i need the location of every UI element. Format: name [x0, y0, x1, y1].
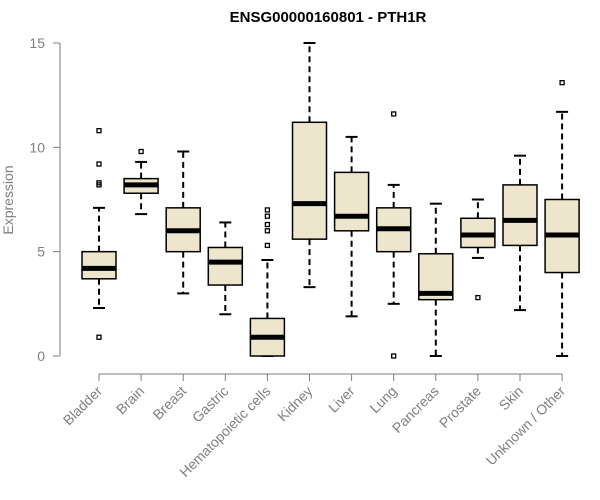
box-group [544, 79, 580, 357]
iqr-box [333, 171, 370, 232]
box-group [502, 154, 538, 312]
x-tick-label: Breast [149, 383, 189, 423]
outlier-point [391, 353, 397, 359]
chart-title: ENSG00000160801 - PTH1R [230, 9, 427, 26]
box-group [249, 207, 286, 357]
iqr-box [502, 184, 538, 247]
box-group [123, 148, 159, 216]
y-tick-label: 10 [29, 139, 45, 155]
iqr-box [207, 246, 244, 286]
box-group [81, 127, 117, 340]
x-tick-label: Prostate [436, 383, 484, 431]
outlier-point [264, 213, 271, 219]
y-tick-label: 15 [29, 35, 45, 51]
x-tick-label: Bladder [60, 383, 106, 429]
iqr-box [81, 250, 117, 280]
outlier-point [264, 228, 271, 234]
x-tick-label: Lung [366, 383, 399, 416]
plot-group [81, 42, 580, 359]
x-tick-label: Unknown / Other [483, 383, 569, 469]
outlier-point [264, 207, 271, 213]
y-tick-label: 5 [37, 244, 45, 260]
box-group [165, 150, 201, 295]
iqr-box [291, 121, 328, 240]
x-tick-label: Pancreas [389, 383, 442, 436]
outlier-point [475, 294, 481, 301]
outlier-point [96, 180, 102, 186]
x-tick-label: Liver [325, 383, 358, 416]
outlier-point [391, 111, 397, 117]
box-group [460, 198, 496, 301]
x-tick-label: Kidney [274, 383, 316, 425]
outlier-point [96, 127, 102, 134]
outlier-point [96, 334, 102, 340]
x-tick-label: Skin [496, 383, 527, 414]
outlier-point [264, 221, 271, 228]
outlier-point [559, 79, 565, 86]
y-axis-label: Expression [0, 165, 16, 234]
box-group [291, 42, 328, 289]
outlier-point [264, 242, 271, 249]
box-group [207, 221, 244, 316]
y-tick-label: 0 [37, 348, 45, 364]
box-group [333, 135, 370, 318]
outlier-point [96, 161, 102, 167]
x-tick-label: Brain [113, 383, 147, 417]
outlier-point [138, 148, 144, 155]
box-group [375, 111, 412, 359]
box-group [418, 202, 454, 357]
